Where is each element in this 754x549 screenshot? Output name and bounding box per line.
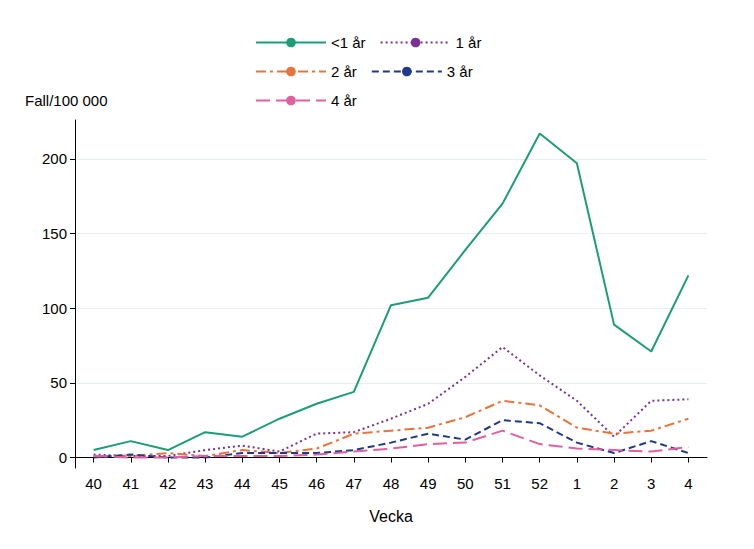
svg-text:1: 1: [573, 475, 581, 492]
svg-text:50: 50: [50, 374, 67, 391]
svg-text:49: 49: [420, 475, 437, 492]
svg-text:100: 100: [42, 300, 67, 317]
svg-text:52: 52: [531, 475, 548, 492]
svg-text:150: 150: [42, 225, 67, 242]
svg-text:44: 44: [234, 475, 251, 492]
svg-text:2: 2: [610, 475, 618, 492]
svg-text:48: 48: [383, 475, 400, 492]
svg-text:42: 42: [160, 475, 177, 492]
svg-text:43: 43: [197, 475, 214, 492]
svg-text:41: 41: [122, 475, 139, 492]
svg-text:3 år: 3 år: [447, 63, 473, 80]
svg-text:47: 47: [345, 475, 362, 492]
svg-text:50: 50: [457, 475, 474, 492]
svg-text:4: 4: [684, 475, 692, 492]
svg-text:4 år: 4 år: [331, 92, 357, 109]
svg-text:200: 200: [42, 150, 67, 167]
svg-text:Fall/100 000: Fall/100 000: [25, 92, 108, 109]
svg-text:0: 0: [59, 449, 67, 466]
svg-text:40: 40: [85, 475, 102, 492]
svg-text:3: 3: [647, 475, 655, 492]
svg-text:Vecka: Vecka: [369, 508, 413, 525]
svg-text:<1 år: <1 år: [331, 34, 366, 51]
svg-text:46: 46: [308, 475, 325, 492]
svg-text:1 år: 1 år: [456, 34, 482, 51]
svg-text:51: 51: [494, 475, 511, 492]
svg-text:45: 45: [271, 475, 288, 492]
svg-text:2 år: 2 år: [331, 63, 357, 80]
